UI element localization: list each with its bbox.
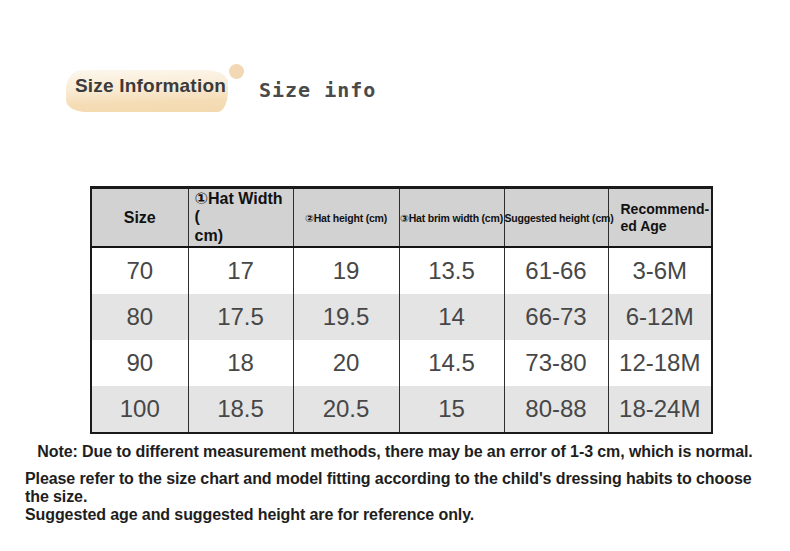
header-suggested-height: Suggested height (cm) <box>504 188 608 248</box>
cell-hat-height: 19 <box>293 247 399 294</box>
cell-hat-width: 18.5 <box>188 386 293 433</box>
cell-hat-width: 18 <box>188 340 293 386</box>
header-size: Size <box>91 188 188 248</box>
cell-size: 80 <box>91 294 188 340</box>
cell-suggested-height: 61-66 <box>504 247 608 294</box>
header-hat-width: ①Hat Width (cm) <box>188 188 293 248</box>
header-hat-height: ②Hat height (cm) <box>293 188 399 248</box>
header-hat-brim-width: ③Hat brim width (cm) <box>399 188 504 248</box>
cell-hat-width: 17 <box>188 247 293 294</box>
size-table: Size ①Hat Width (cm) ②Hat height (cm) ③H… <box>90 186 713 434</box>
measurement-note: Note: Due to different measurement metho… <box>0 443 790 461</box>
cell-hat-height: 20.5 <box>293 386 399 433</box>
cell-hat-brim-width: 14 <box>399 294 504 340</box>
cell-recommended-age: 6-12M <box>608 294 712 340</box>
page-title: Size Information <box>75 75 226 97</box>
cell-suggested-height: 66-73 <box>504 294 608 340</box>
table-row: 80 17.5 19.5 14 66-73 6-12M <box>91 294 712 340</box>
table-header-row: Size ①Hat Width (cm) ②Hat height (cm) ③H… <box>91 188 712 248</box>
table-row: 70 17 19 13.5 61-66 3-6M <box>91 247 712 294</box>
cell-hat-brim-width: 13.5 <box>399 247 504 294</box>
cell-size: 90 <box>91 340 188 386</box>
cell-recommended-age: 18-24M <box>608 386 712 433</box>
cell-suggested-height: 80-88 <box>504 386 608 433</box>
cell-hat-brim-width: 14.5 <box>399 340 504 386</box>
table-row: 100 18.5 20.5 15 80-88 18-24M <box>91 386 712 433</box>
fit-advice-text: Please refer to the size chart and model… <box>25 470 775 524</box>
cell-hat-brim-width: 15 <box>399 386 504 433</box>
cell-suggested-height: 73-80 <box>504 340 608 386</box>
table-row: 90 18 20 14.5 73-80 12-18M <box>91 340 712 386</box>
accent-dot <box>229 64 244 79</box>
cell-recommended-age: 12-18M <box>608 340 712 386</box>
cell-hat-height: 19.5 <box>293 294 399 340</box>
size-info-page: Size Information Size info Size ①Hat Wid… <box>0 0 790 551</box>
header-recommended-age: Recommend-ed Age <box>608 188 712 248</box>
cell-hat-height: 20 <box>293 340 399 386</box>
cell-hat-width: 17.5 <box>188 294 293 340</box>
cell-recommended-age: 3-6M <box>608 247 712 294</box>
page-subtitle: Size info <box>259 78 376 102</box>
cell-size: 70 <box>91 247 188 294</box>
cell-size: 100 <box>91 386 188 433</box>
